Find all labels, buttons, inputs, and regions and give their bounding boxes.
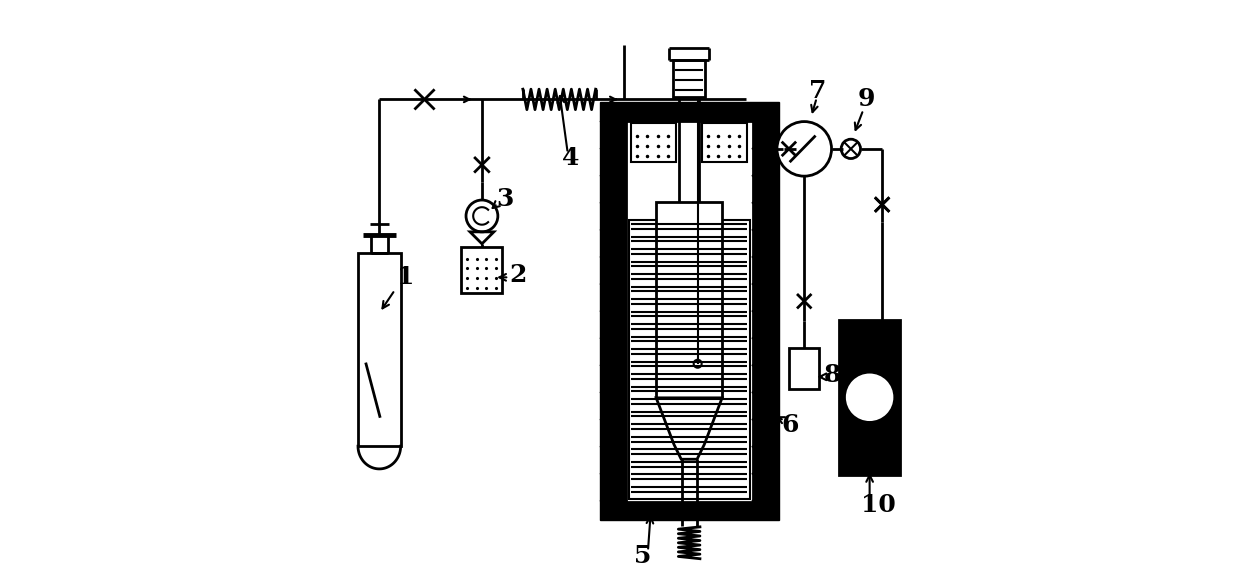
Bar xyxy=(461,247,502,293)
Text: 2: 2 xyxy=(509,263,527,287)
Text: 1: 1 xyxy=(396,265,414,289)
Bar xyxy=(628,220,750,499)
Bar xyxy=(703,123,747,162)
Circle shape xyxy=(777,122,831,176)
Text: 9: 9 xyxy=(857,87,875,111)
Bar xyxy=(839,320,901,475)
Bar xyxy=(657,201,722,398)
Polygon shape xyxy=(657,398,722,459)
Circle shape xyxy=(841,139,861,158)
Bar xyxy=(673,60,705,96)
Bar xyxy=(632,123,675,162)
Bar xyxy=(358,253,400,446)
Bar xyxy=(626,121,752,502)
Text: 5: 5 xyxy=(633,544,650,568)
Circle shape xyxy=(847,375,892,420)
Text: 4: 4 xyxy=(563,146,580,170)
Text: 8: 8 xyxy=(824,363,841,387)
Text: 10: 10 xyxy=(861,492,896,517)
Text: 6: 6 xyxy=(782,413,799,437)
Text: 7: 7 xyxy=(809,79,826,103)
Bar xyxy=(789,348,819,389)
Text: 3: 3 xyxy=(496,187,513,211)
Bar xyxy=(600,102,778,520)
